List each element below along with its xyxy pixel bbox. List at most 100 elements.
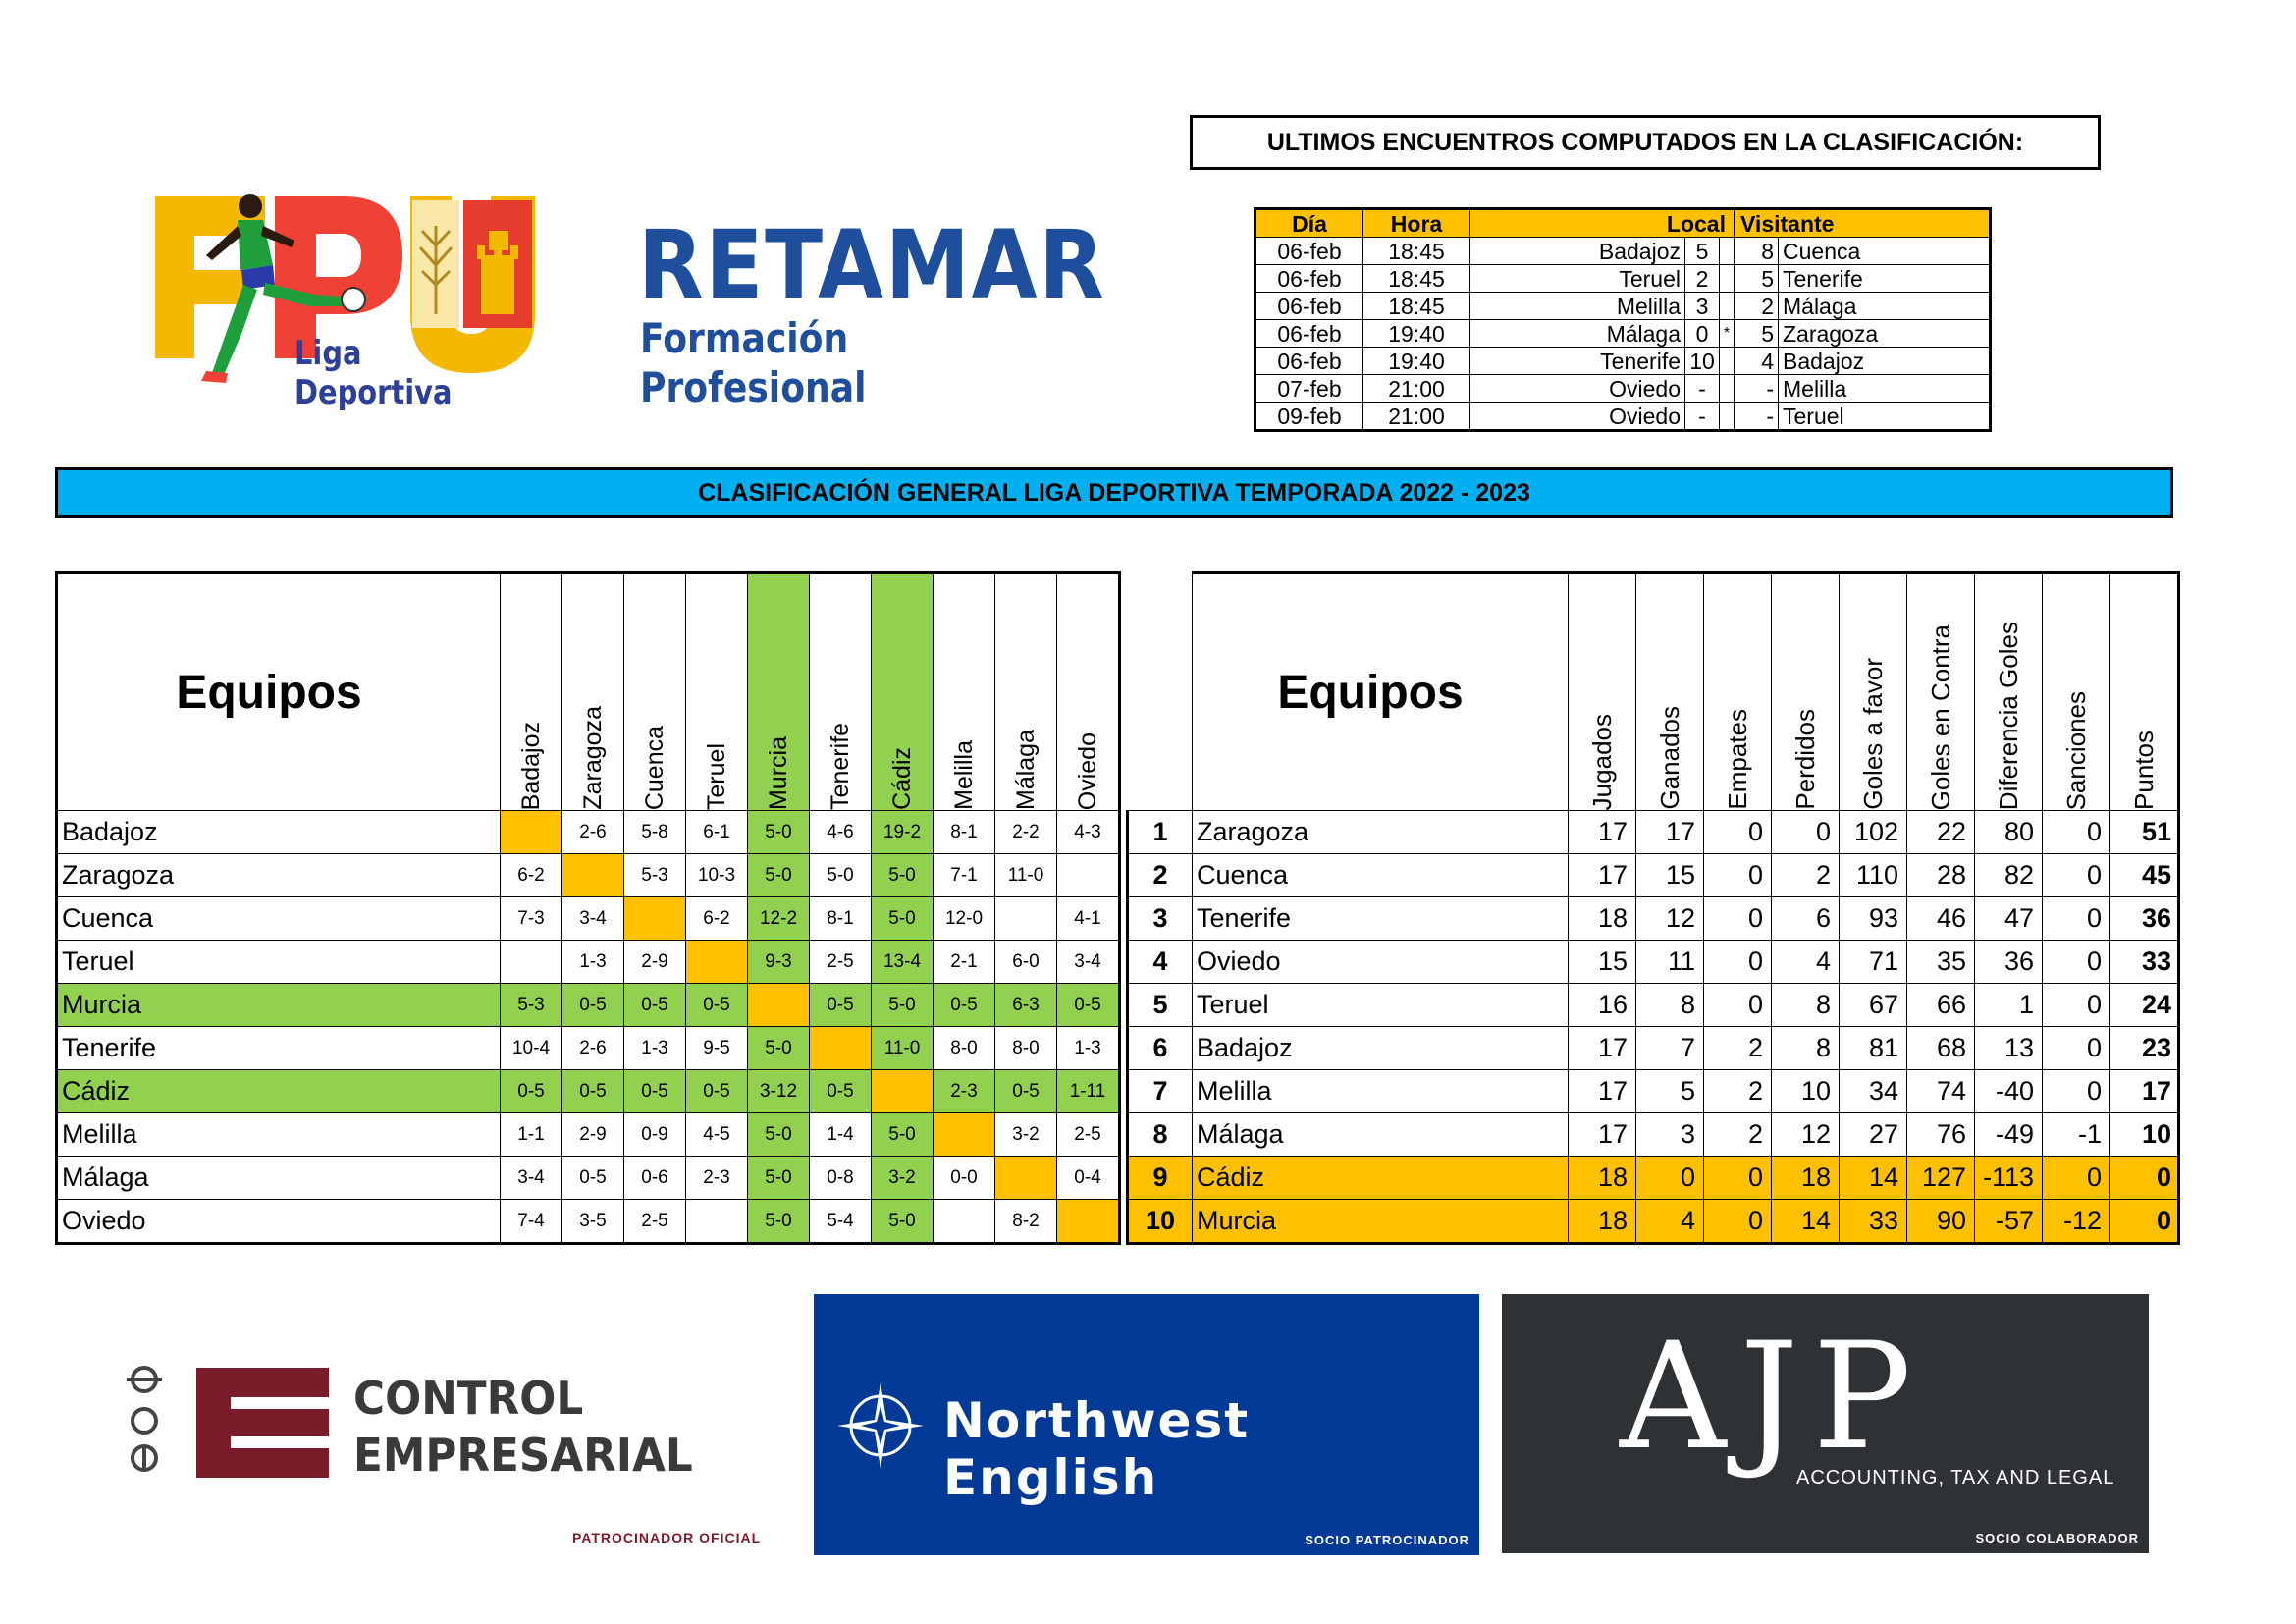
standings-stat: 81 [1839, 1026, 1907, 1070]
matrix-row-team: Cuenca [56, 896, 501, 941]
standings-pos-header [1127, 572, 1193, 811]
ultimos-cell-gv: 4 [1734, 347, 1779, 375]
standings-stat: 4 [1771, 940, 1840, 984]
standings-stat: 0 [2042, 940, 2110, 984]
ultimos-cell-visitante: Zaragoza [1778, 319, 1991, 348]
matrix-result-cell: 2-3 [685, 1156, 748, 1200]
standings-stat: 76 [1906, 1112, 1975, 1157]
matrix-result-cell: 2-9 [623, 940, 686, 984]
matrix-result-cell: 0-5 [1056, 983, 1120, 1027]
standings-stat: 13 [1974, 1026, 2043, 1070]
standings-stat: 93 [1839, 896, 1907, 941]
standings-column-label: Diferencia Goles [1993, 621, 2023, 810]
matrix-result-cell: 7-4 [500, 1199, 562, 1244]
standings-stat: 0 [1703, 810, 1772, 854]
matrix-column-label: Oviedo [1073, 731, 1101, 810]
standings-stat: 110 [1839, 853, 1907, 897]
standings-stat: 11 [1635, 940, 1704, 984]
standings-column-label: Goles en Contra [1925, 623, 1955, 810]
ultimos-cell-mark [1719, 374, 1735, 403]
socio-patrocinador-tag: SOCIO PATROCINADOR [1305, 1533, 1469, 1547]
standings-stat: 68 [1906, 1026, 1975, 1070]
standings-puntos: 33 [2109, 940, 2180, 984]
matrix-result-cell: 8-0 [933, 1026, 995, 1070]
sponsor-northwest-english: Northwest English SOCIO PATROCINADOR [814, 1294, 1479, 1555]
retamar-title: RETAMAR [638, 210, 1106, 320]
standings-stat: 67 [1839, 983, 1907, 1027]
standings-team: Teruel [1192, 983, 1569, 1027]
matrix-result-cell: 0-4 [1056, 1156, 1120, 1200]
standings-team: Murcia [1192, 1199, 1569, 1245]
standings-stat: 0 [2042, 853, 2110, 897]
standings-team: Melilla [1192, 1069, 1569, 1113]
matrix-result-cell: 5-0 [871, 896, 934, 941]
matrix-column-header: Oviedo [1056, 572, 1120, 811]
standings-team: Oviedo [1192, 940, 1569, 984]
ultimos-cell-visitante: Badajoz [1778, 347, 1991, 375]
ultimos-cell-mark [1719, 264, 1735, 293]
matrix-result-cell: 2-3 [933, 1069, 995, 1113]
matrix-column-header: Cádiz [871, 572, 934, 811]
matrix-result-cell: 1-1 [500, 1112, 562, 1157]
matrix-result-cell: 5-3 [623, 853, 686, 897]
matrix-result-cell: 1-3 [623, 1026, 686, 1070]
results-matrix: Equipos Badajoz Zaragoza Cuenca Teruel Murci… [55, 571, 1121, 1245]
matrix-result-cell: 3-2 [994, 1112, 1057, 1157]
standings-column-header: Goles a favor [1839, 571, 1907, 811]
ultimos-cell-mark [1719, 292, 1735, 320]
ultimos-cell-local: Málaga [1469, 319, 1685, 348]
matrix-column-header: Melilla [933, 572, 995, 811]
matrix-result-cell: 5-0 [809, 853, 872, 897]
matrix-result-cell [500, 810, 562, 854]
ultimos-cell-gl: 3 [1684, 292, 1720, 320]
northwest-english-name: Northwest English [943, 1392, 1251, 1506]
matrix-result-cell: 7-3 [500, 896, 562, 941]
standings-stat: -12 [2042, 1199, 2110, 1245]
matrix-result-cell [1056, 853, 1120, 897]
ultimos-cell-gv: - [1734, 402, 1779, 431]
matrix-result-cell: 4-5 [685, 1112, 748, 1157]
standings-stat: 0 [1703, 853, 1772, 897]
ultimos-cell-gl: 2 [1684, 264, 1720, 293]
ultimos-cell-hora: 21:00 [1362, 402, 1470, 431]
header-hora: Hora [1362, 208, 1470, 238]
header-local: Local [1469, 208, 1735, 238]
ultimos-row: 07-feb 21:00 Oviedo - - Melilla [1255, 374, 1991, 403]
ultimos-cell-gl: - [1684, 402, 1720, 431]
standings-team: Málaga [1192, 1112, 1569, 1157]
matrix-row-team: Melilla [56, 1112, 501, 1157]
standings-row: 5 Teruel 16 8 0 8 67 66 1 0 24 [1126, 983, 2180, 1027]
matrix-row-team: Zaragoza [56, 853, 501, 897]
matrix-result-cell: 5-0 [747, 1026, 810, 1070]
matrix-result-cell: 0-5 [809, 983, 872, 1027]
standings-stat: 5 [1635, 1069, 1704, 1113]
matrix-row-team: Tenerife [56, 1026, 501, 1070]
standings-stat: -113 [1974, 1156, 2043, 1200]
standings-stat: 36 [1974, 940, 2043, 984]
header-dia: Día [1255, 208, 1363, 238]
matrix-result-cell: 9-5 [685, 1026, 748, 1070]
sponsor-ajp: AJP ACCOUNTING, TAX AND LEGAL SOCIO COLA… [1502, 1294, 2149, 1553]
matrix-result-cell [500, 940, 562, 984]
patrocinador-oficial-tag: PATROCINADOR OFICIAL [572, 1530, 762, 1545]
standings-team: Cádiz [1192, 1156, 1569, 1200]
matrix-result-cell: 0-8 [809, 1156, 872, 1200]
matrix-result-cell [685, 940, 748, 984]
standings-stat: 17 [1635, 810, 1704, 854]
matrix-row-team: Cádiz [56, 1069, 501, 1113]
ultimos-cell-visitante: Tenerife [1778, 264, 1991, 293]
matrix-result-cell: 0-5 [994, 1069, 1057, 1113]
matrix-result-cell: 2-6 [561, 1026, 624, 1070]
matrix-result-cell [561, 853, 624, 897]
matrix-column-label: Málaga [1011, 730, 1040, 810]
matrix-result-cell [933, 1112, 995, 1157]
ultimos-encuentros-title: ULTIMOS ENCUENTROS COMPUTADOS EN LA CLAS… [1190, 115, 2101, 170]
standings-column-label: Perdidos [1789, 709, 1820, 810]
matrix-result-cell: 1-3 [1056, 1026, 1120, 1070]
matrix-row: Málaga 3-4 0-5 0-6 2-3 5-0 0-8 3-2 0-0 0-4 [56, 1156, 1120, 1200]
standings-stat: 17 [1568, 853, 1636, 897]
matrix-result-cell: 7-1 [933, 853, 995, 897]
ultimos-row: 06-feb 18:45 Melilla 3 2 Málaga [1255, 292, 1991, 320]
standings-stat: 6 [1771, 896, 1840, 941]
standings-stat: 34 [1839, 1069, 1907, 1113]
